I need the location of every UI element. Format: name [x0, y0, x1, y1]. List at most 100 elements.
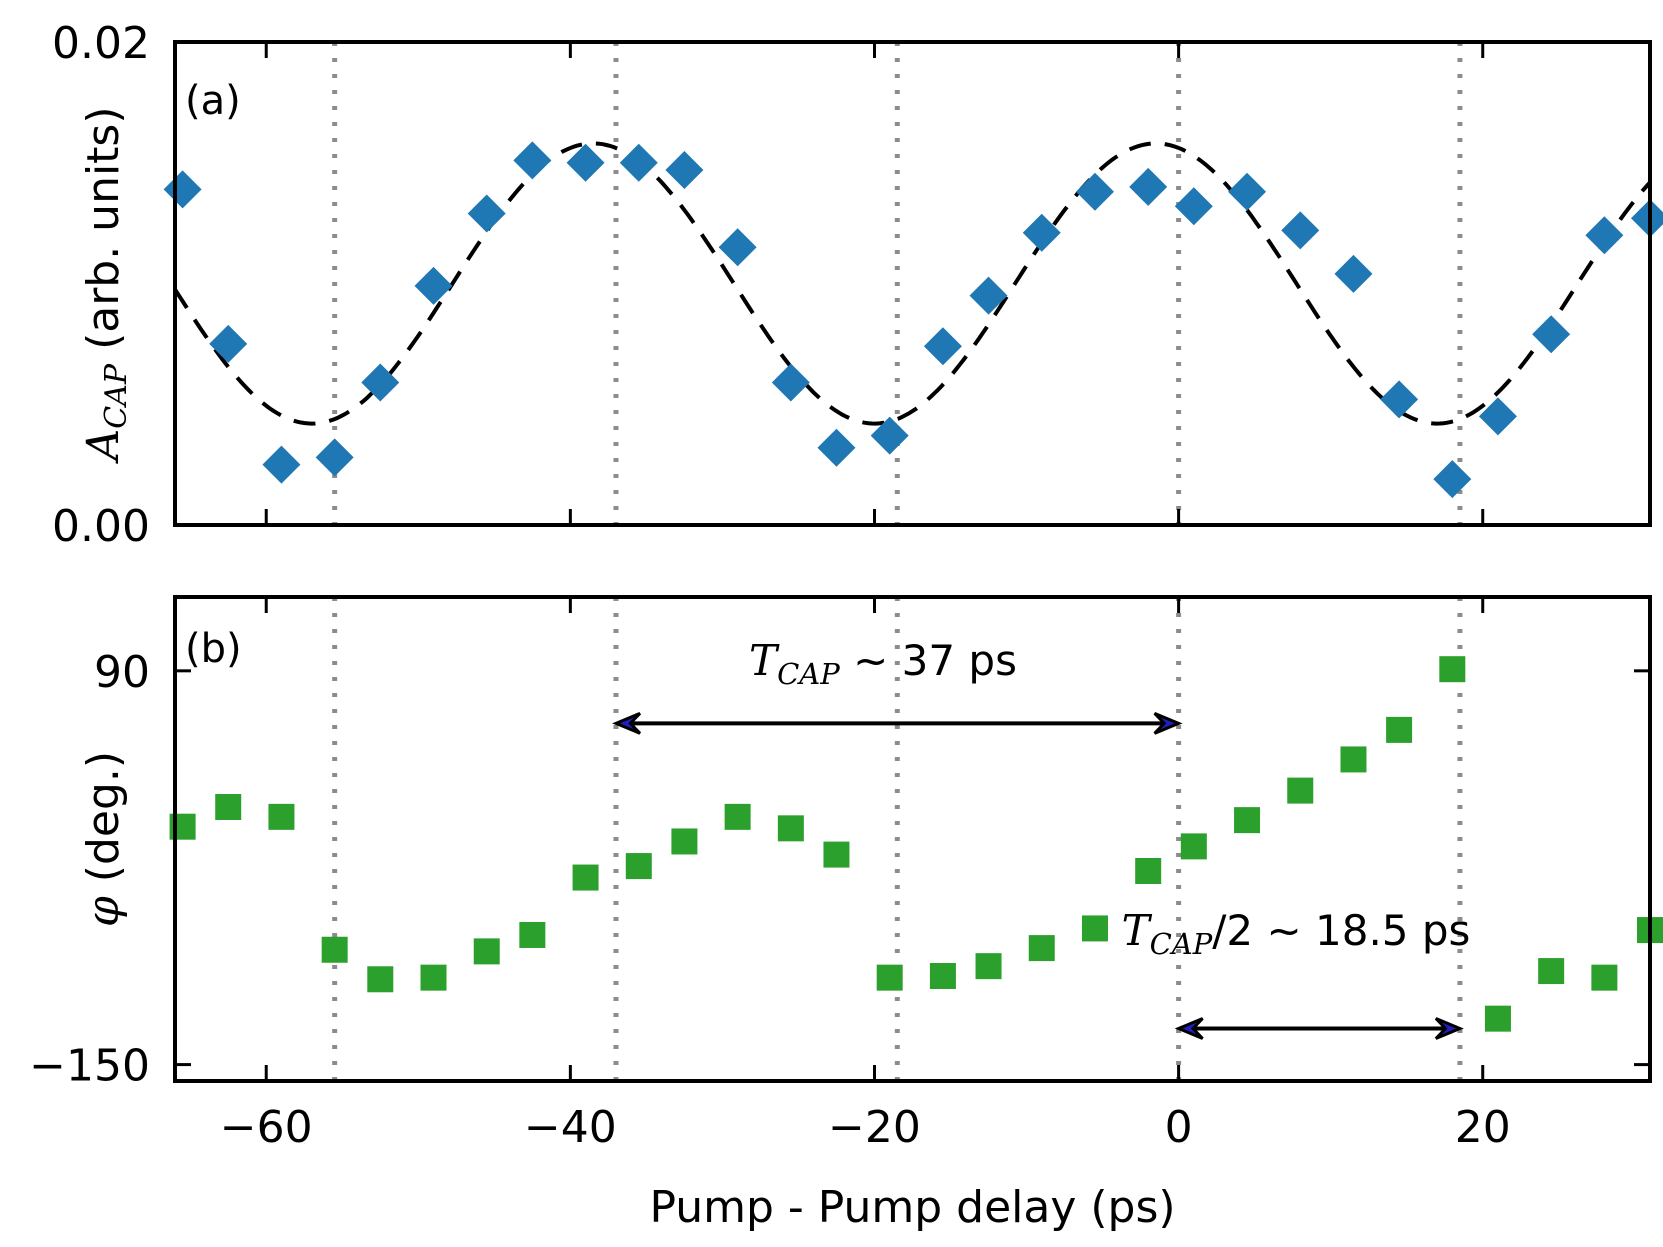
- data-point-diamond: [566, 143, 605, 182]
- data-point-square: [876, 964, 903, 991]
- data-point-square: [625, 853, 652, 880]
- data-point-square: [1439, 656, 1466, 683]
- x-axis-title: Pump - Pump delay (ps): [649, 1182, 1175, 1233]
- data-point-diamond: [1631, 199, 1663, 238]
- panel-a-label: (a): [185, 78, 241, 124]
- data-point-diamond: [513, 141, 552, 180]
- data-point-square: [929, 962, 956, 989]
- data-point-square: [777, 815, 804, 842]
- data-point-diamond: [262, 445, 301, 484]
- panel-b-ticks: [175, 597, 1650, 1081]
- data-point-square: [1484, 1005, 1511, 1032]
- data-point-diamond: [467, 194, 506, 233]
- panel-a-ticks: [175, 40, 1650, 527]
- data-point-square: [1287, 777, 1314, 804]
- data-point-diamond: [817, 428, 856, 467]
- data-point-square: [215, 794, 242, 821]
- data-point-square: [473, 938, 500, 965]
- data-point-square: [823, 841, 850, 868]
- period-arrow-right-head: [1153, 711, 1183, 735]
- phi-symbol: φ: [78, 896, 129, 927]
- x-tick-label: 0: [1165, 1102, 1193, 1153]
- data-point-diamond: [1532, 315, 1571, 354]
- data-point-square: [1180, 833, 1207, 860]
- t-half-subscript: CAP: [1150, 927, 1213, 961]
- data-point-square: [975, 953, 1002, 980]
- data-point-diamond: [870, 416, 909, 455]
- half-period-arrow: [1174, 1017, 1464, 1040]
- panel-b-data-points: [169, 656, 1663, 1032]
- x-tick-label: 20: [1455, 1102, 1511, 1153]
- data-point-diamond: [1174, 187, 1213, 226]
- x-tick-label: −40: [524, 1102, 617, 1153]
- period-annotation: TCAP ~ 37 ps: [749, 636, 1017, 691]
- data-point-square: [519, 921, 546, 948]
- panel-b-ytick-label: −150: [29, 1041, 150, 1092]
- data-point-square: [1340, 746, 1367, 773]
- t-tail: ~ 37 ps: [840, 636, 1017, 685]
- panel-b-y-axis-title: φ (deg.): [78, 751, 129, 927]
- panel-b: −150 90 −60 −40 −20 0 20 (b) φ (deg.) Pu…: [29, 595, 1663, 1233]
- a-cap-units: (arb. units): [78, 106, 129, 363]
- data-point-square: [1081, 915, 1108, 942]
- a-cap-subscript: CAP: [99, 363, 134, 429]
- data-point-square: [367, 966, 394, 993]
- data-point-diamond: [1585, 216, 1624, 255]
- data-point-square: [268, 803, 295, 830]
- t-half-tail: /2 ~ 18.5 ps: [1212, 906, 1470, 955]
- t-half-symbol: T: [1122, 906, 1153, 955]
- data-point-square: [572, 864, 599, 891]
- data-point-diamond: [923, 327, 962, 366]
- panel-a-frame: [173, 40, 1652, 527]
- x-tick-label: −20: [828, 1102, 921, 1153]
- a-cap-symbol: A: [78, 429, 129, 465]
- data-point-diamond: [1380, 380, 1419, 419]
- half-period-arrow-right-head: [1434, 1017, 1464, 1040]
- data-point-diamond: [969, 276, 1008, 315]
- data-point-diamond: [361, 363, 400, 402]
- data-point-square: [321, 936, 348, 963]
- data-point-diamond: [1075, 172, 1114, 211]
- panel-b-frame: [173, 595, 1652, 1083]
- data-point-diamond: [619, 143, 658, 182]
- data-point-diamond: [665, 150, 704, 189]
- panel-a-ytick-label: 0.00: [52, 501, 150, 552]
- panel-a: 0.00 0.02 (a) ACAP (arb. units): [52, 18, 1663, 552]
- data-point-diamond: [1129, 167, 1168, 206]
- data-point-diamond: [1334, 254, 1373, 293]
- panel-a-data-points: [163, 141, 1663, 499]
- data-point-diamond: [1022, 213, 1061, 252]
- data-point-square: [724, 803, 751, 830]
- data-point-diamond: [771, 363, 810, 402]
- data-point-square: [1386, 716, 1413, 743]
- panel-b-label: (b): [185, 626, 242, 672]
- data-point-diamond: [718, 228, 757, 267]
- data-point-diamond: [315, 438, 354, 477]
- data-point-diamond: [414, 266, 453, 305]
- data-point-square: [1538, 958, 1565, 985]
- data-point-diamond: [1228, 172, 1267, 211]
- data-point-square: [420, 964, 447, 991]
- data-point-diamond: [163, 170, 202, 209]
- data-point-square: [1135, 857, 1162, 884]
- panel-a-y-axis-title: ACAP (arb. units): [78, 106, 134, 464]
- data-point-square: [1591, 964, 1618, 991]
- data-point-diamond: [1281, 211, 1320, 250]
- data-point-diamond: [1433, 460, 1472, 499]
- panel-a-vertical-guides: [332, 42, 1463, 525]
- data-point-square: [1028, 935, 1055, 962]
- data-point-square: [671, 828, 698, 855]
- data-point-diamond: [1478, 397, 1517, 436]
- panel-a-ytick-label: 0.02: [52, 18, 150, 69]
- half-period-annotation: TCAP/2 ~ 18.5 ps: [1122, 906, 1471, 961]
- period-arrow: [612, 711, 1183, 735]
- t-subscript: CAP: [777, 657, 840, 691]
- panel-a-fit-curve: [173, 141, 1652, 426]
- data-point-diamond: [209, 324, 248, 363]
- panel-b-vertical-guides: [332, 597, 1463, 1081]
- period-arrow-left-head: [612, 711, 642, 735]
- t-symbol: T: [749, 636, 780, 685]
- panel-b-ytick-label: 90: [94, 647, 150, 698]
- data-point-square: [1234, 807, 1261, 834]
